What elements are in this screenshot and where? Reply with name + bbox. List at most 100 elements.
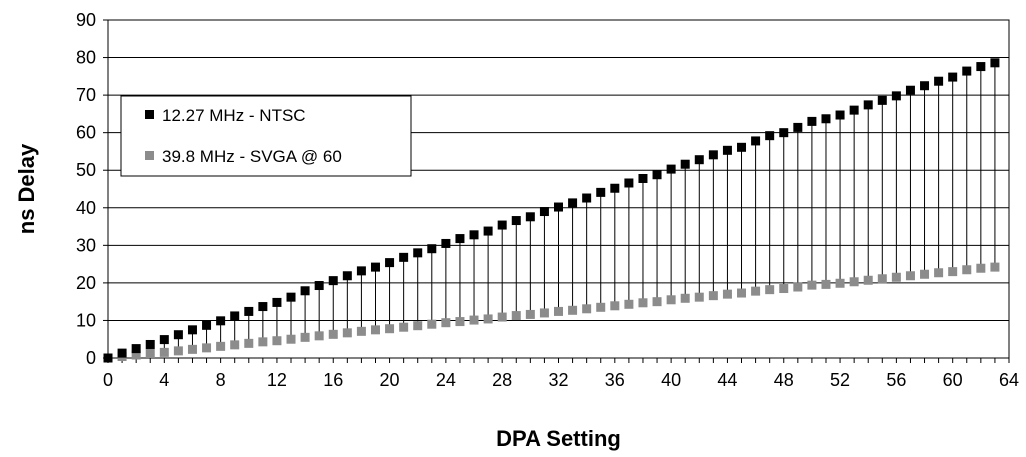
point-svga <box>342 328 352 338</box>
point-svga <box>863 275 873 285</box>
x-axis-title: DPA Setting <box>496 426 621 451</box>
point-svga <box>596 302 606 312</box>
y-tick-label: 30 <box>76 235 96 255</box>
point-ntsc <box>920 81 930 91</box>
point-ntsc <box>765 131 775 141</box>
point-svga <box>610 301 620 311</box>
y-tick-label: 70 <box>76 85 96 105</box>
point-ntsc <box>962 66 972 76</box>
point-svga <box>891 272 901 282</box>
legend-swatch-svga <box>145 151 154 160</box>
point-svga <box>680 293 690 303</box>
point-svga <box>202 343 212 353</box>
y-tick-label: 80 <box>76 48 96 68</box>
point-ntsc <box>863 100 873 110</box>
point-ntsc <box>244 306 254 316</box>
point-ntsc <box>272 297 282 307</box>
point-svga <box>990 262 1000 272</box>
point-ntsc <box>554 202 563 212</box>
point-svga <box>624 299 634 309</box>
point-ntsc <box>413 248 423 258</box>
point-ntsc <box>877 95 887 105</box>
x-tick-label: 44 <box>717 370 737 390</box>
point-ntsc <box>652 170 662 180</box>
x-tick-label: 4 <box>159 370 169 390</box>
point-svga <box>314 331 324 341</box>
point-svga <box>230 340 240 350</box>
x-tick-label: 24 <box>436 370 456 390</box>
point-svga <box>793 282 803 292</box>
point-svga <box>441 318 451 328</box>
point-ntsc <box>455 234 465 244</box>
point-svga <box>427 319 437 329</box>
point-ntsc <box>694 155 704 165</box>
point-svga <box>708 291 718 301</box>
point-ntsc <box>103 353 113 363</box>
y-axis-title: ns Delay <box>14 143 39 234</box>
point-ntsc <box>328 276 338 286</box>
point-ntsc <box>582 193 592 203</box>
point-ntsc <box>722 145 732 155</box>
point-ntsc <box>230 311 240 321</box>
point-svga <box>539 308 549 318</box>
point-svga <box>694 292 704 302</box>
y-tick-label: 40 <box>76 198 96 218</box>
point-ntsc <box>849 105 859 115</box>
point-ntsc <box>835 110 845 120</box>
point-ntsc <box>737 142 747 152</box>
point-svga <box>779 284 789 294</box>
point-ntsc <box>751 136 761 146</box>
point-svga <box>905 271 915 281</box>
point-ntsc <box>793 122 803 132</box>
point-ntsc <box>807 116 817 126</box>
point-ntsc <box>525 212 535 222</box>
point-svga <box>483 314 493 324</box>
y-tick-label: 10 <box>76 310 96 330</box>
legend-label-svga: 39.8 MHz - SVGA @ 60 <box>162 147 342 166</box>
point-svga <box>976 263 986 273</box>
x-tick-label: 12 <box>267 370 287 390</box>
point-ntsc <box>286 292 296 302</box>
point-ntsc <box>596 187 606 197</box>
point-ntsc <box>483 226 493 236</box>
legend-swatch-ntsc <box>145 110 154 119</box>
point-svga <box>948 267 958 277</box>
x-tick-label: 64 <box>999 370 1019 390</box>
point-ntsc <box>441 238 451 248</box>
point-ntsc <box>370 262 380 272</box>
x-tick-label: 28 <box>492 370 512 390</box>
point-svga <box>244 338 254 348</box>
point-ntsc <box>216 316 226 326</box>
x-tick-label: 20 <box>380 370 400 390</box>
point-ntsc <box>990 58 1000 68</box>
point-svga <box>173 346 183 356</box>
x-tick-label: 52 <box>830 370 850 390</box>
point-svga <box>216 341 226 351</box>
point-ntsc <box>159 335 169 345</box>
point-ntsc <box>131 344 141 354</box>
point-svga <box>807 280 817 290</box>
point-ntsc <box>187 325 197 335</box>
point-ntsc <box>497 220 507 230</box>
point-ntsc <box>511 216 521 226</box>
point-svga <box>370 325 380 335</box>
point-ntsc <box>948 72 958 82</box>
y-tick-label: 20 <box>76 273 96 293</box>
y-tick-label: 90 <box>76 10 96 30</box>
y-tick-label: 50 <box>76 160 96 180</box>
x-tick-label: 40 <box>661 370 681 390</box>
point-ntsc <box>117 348 127 358</box>
x-tick-label: 36 <box>605 370 625 390</box>
data-points <box>103 58 1000 363</box>
tick-labels: 0 4 8 12 16 20 24 28 32 36 40 44 48 52 56 60 64010203040… <box>76 10 1019 390</box>
legend-label-ntsc: 12.27 MHz - NTSC <box>162 106 306 125</box>
point-svga <box>835 278 845 288</box>
point-ntsc <box>934 76 944 86</box>
point-svga <box>666 295 676 305</box>
point-svga <box>962 265 972 275</box>
point-svga <box>849 277 859 287</box>
point-ntsc <box>976 62 986 72</box>
point-ntsc <box>258 302 268 312</box>
point-svga <box>652 297 662 307</box>
